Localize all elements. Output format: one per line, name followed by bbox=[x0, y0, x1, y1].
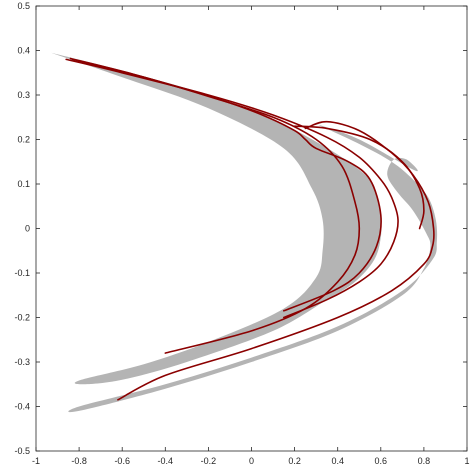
curve-1 bbox=[65, 58, 399, 319]
x-tick-label: 0.4 bbox=[331, 456, 344, 466]
y-tick-label: 0.3 bbox=[17, 90, 30, 100]
x-tick-label: -0.2 bbox=[201, 456, 217, 466]
x-tick-label: 0.2 bbox=[288, 456, 301, 466]
axes-box bbox=[35, 5, 468, 452]
trajectory-curves bbox=[65, 57, 435, 401]
x-tick-label: -0.4 bbox=[158, 456, 174, 466]
y-tick-label: 0.5 bbox=[17, 1, 30, 11]
x-tick-label: -0.8 bbox=[71, 456, 87, 466]
curve-5 bbox=[293, 125, 425, 230]
x-tick-label: 0 bbox=[249, 456, 254, 466]
axes: -1 -0.8 -0.6 -0.4 -0.2 0 0.2 0.4 0.6 0.8 1 -0.5 -0.4… bbox=[14, 1, 469, 466]
x-tick-label: -0.6 bbox=[114, 456, 130, 466]
y-tick-label: -0.2 bbox=[14, 313, 30, 323]
y-tick-label: -0.3 bbox=[14, 357, 30, 367]
y-tick-label: 0.2 bbox=[17, 135, 30, 145]
curve-4 bbox=[117, 120, 435, 401]
x-tick-label: 1 bbox=[464, 456, 469, 466]
x-tick-label: -1 bbox=[32, 456, 40, 466]
x-tick-label: 0.8 bbox=[418, 456, 431, 466]
y-tick-label: 0.4 bbox=[17, 46, 30, 56]
y-tick-label: 0 bbox=[25, 224, 30, 234]
curve-3 bbox=[71, 58, 382, 312]
y-tick-label: -0.5 bbox=[14, 446, 30, 456]
y-tick-label: 0.1 bbox=[17, 179, 30, 189]
y-tick-label: -0.1 bbox=[14, 268, 30, 278]
y-tick-label: -0.4 bbox=[14, 402, 30, 412]
x-tick-label: 0.6 bbox=[375, 456, 388, 466]
band-regions bbox=[51, 52, 438, 413]
band-region-1 bbox=[51, 52, 382, 385]
band-region-2 bbox=[68, 123, 438, 413]
